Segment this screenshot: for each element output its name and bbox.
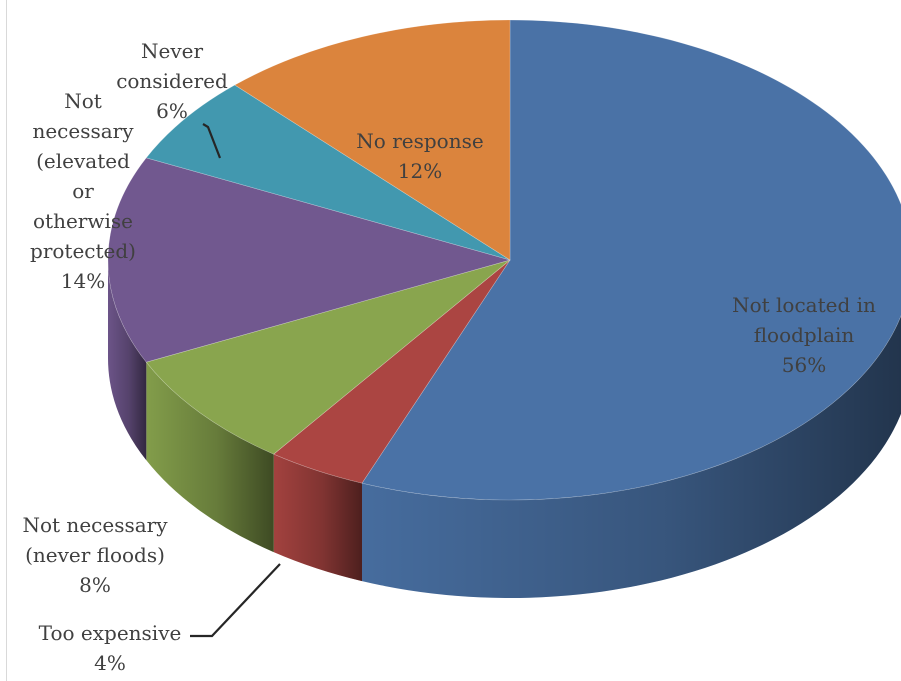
slice-label-line: or (72, 179, 94, 203)
slice-too-expensive (273, 259, 511, 484)
slice-side-shade-not-necessary-elevated-or-otherwise-protected (108, 260, 147, 461)
chart-border (6, 0, 7, 681)
slice-label-line: otherwise (33, 209, 133, 233)
slice-label-line: Too expensive (39, 621, 182, 645)
slice-side-shade-not-necessary-never-floods (146, 362, 274, 553)
slice-label-line: 12% (398, 159, 442, 183)
slice-not-located-in-floodplain (361, 19, 901, 501)
slice-label-line: (never floods) (25, 543, 165, 567)
slice-no-response (234, 19, 511, 261)
leader-too-expensive (190, 563, 281, 638)
slice-label-line: No response (356, 129, 483, 153)
slice-label-line: necessary (32, 119, 134, 143)
slice-labels: Not located in floodplain 56% Too expensive… (23, 39, 877, 675)
slice-label-line: 4% (94, 651, 126, 675)
slice-label-not-necessary-never-floods: Not necessary (never floods) 8% (23, 513, 169, 597)
slice-label-no-response: No response 12% (356, 129, 483, 183)
slice-label-line: Never (141, 39, 203, 63)
slice-label-line: 6% (156, 99, 188, 123)
slice-label-line: considered (116, 69, 228, 93)
slice-label-line: 14% (61, 269, 105, 293)
slice-not-necessary-never-floods (145, 259, 511, 455)
slice-label-line: (elevated (36, 149, 130, 173)
leader-lines (190, 123, 281, 638)
slice-side-shade-too-expensive (273, 454, 363, 582)
slice-not-necessary-elevated-or-otherwise-protected (107, 157, 512, 363)
slice-label-too-expensive: Too expensive 4% (39, 621, 182, 675)
slice-label-line: 8% (79, 573, 111, 597)
slice-label-line: 56% (782, 353, 826, 377)
leader-never-considered (202, 123, 222, 159)
pie-tops (107, 19, 901, 501)
slice-never-considered (145, 84, 511, 261)
slice-label-line: Not necessary (23, 513, 169, 537)
slice-label-never-considered: Never considered 6% (116, 39, 228, 123)
slice-label-line: floodplain (754, 323, 855, 347)
slice-label-line: Not (64, 89, 102, 113)
slice-label-not-located-in-floodplain: Not located in floodplain 56% (732, 293, 876, 377)
pie-sides (108, 260, 901, 598)
slice-label-line: Not located in (732, 293, 876, 317)
slice-label-not-necessary-elevated-or-otherwise-protected: Not necessary (elevated or otherwise protecte… (30, 89, 136, 293)
slice-label-line: protected) (30, 239, 136, 263)
slice-side-shade-not-located-in-floodplain (362, 315, 901, 598)
